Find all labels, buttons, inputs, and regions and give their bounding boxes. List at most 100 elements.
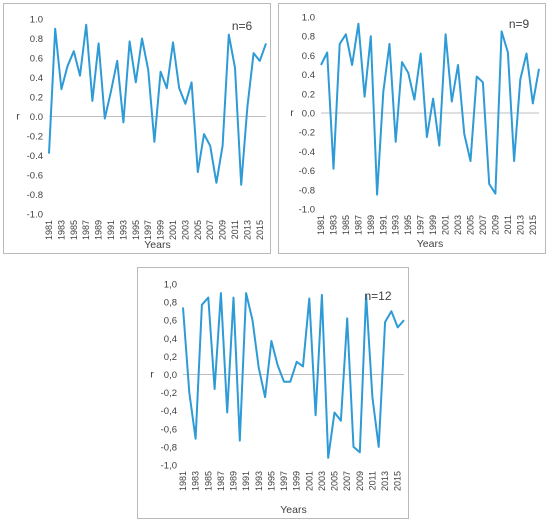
y-tick-label: 1.0: [302, 13, 315, 24]
x-tick-label: 1995: [403, 215, 413, 235]
y-tick-label: -0,8: [161, 442, 177, 453]
x-tick-label: 2007: [205, 220, 215, 240]
y-tick-label: 1.0: [30, 15, 43, 26]
y-tick-label: 0.6: [30, 54, 43, 65]
x-tick-label: 2015: [393, 471, 403, 491]
x-tick-label: 1981: [44, 220, 54, 240]
x-tick-label: 1987: [216, 471, 226, 491]
x-tick-label: 1983: [191, 471, 201, 491]
y-tick-label: -1.0: [27, 210, 43, 221]
y-tick-label: 0,4: [164, 334, 177, 345]
x-tick-label: 1989: [229, 471, 239, 491]
x-tick-label: 1993: [391, 215, 401, 235]
x-axis-label: Years: [417, 238, 443, 250]
x-tick-label: 2011: [367, 471, 377, 490]
x-tick-label: 1983: [328, 215, 338, 235]
y-tick-label: 0.8: [302, 32, 315, 43]
y-axis-label: r: [290, 107, 294, 119]
y-tick-label: -0.4: [299, 147, 315, 158]
x-tick-label: 2015: [528, 215, 538, 235]
x-tick-label: 1993: [254, 471, 264, 491]
x-tick-label: 1985: [203, 471, 213, 491]
y-tick-label: 0.6: [302, 51, 315, 62]
y-tick-label: 0.4: [302, 70, 315, 81]
y-tick-label: -0.2: [27, 132, 43, 143]
x-tick-label: 1991: [106, 220, 116, 240]
x-tick-label: 1997: [279, 471, 289, 491]
x-tick-label: 1993: [118, 220, 128, 240]
x-tick-label: 2003: [317, 471, 327, 491]
x-tick-label: 2013: [380, 471, 390, 491]
y-tick-label: 0,2: [164, 352, 177, 363]
x-tick-label: 2009: [218, 220, 228, 240]
x-tick-label: 1989: [94, 220, 104, 240]
y-axis-label: r: [16, 111, 20, 123]
x-tick-label: 1999: [156, 220, 166, 240]
chart-annotation: n=12: [364, 289, 391, 303]
y-tick-label: -0,2: [161, 388, 177, 399]
y-tick-label: 0,6: [164, 316, 177, 327]
x-tick-label: 1985: [341, 215, 351, 235]
y-tick-label: 0.2: [30, 93, 43, 104]
y-tick-label: -1.0: [299, 205, 315, 216]
x-tick-label: 2011: [503, 215, 513, 234]
x-tick-label: 2003: [453, 215, 463, 235]
series-line: [320, 22, 540, 196]
x-axis-label: Years: [144, 239, 170, 251]
series-line: [182, 292, 405, 459]
x-tick-label: 1989: [366, 215, 376, 235]
x-tick-label: 1987: [353, 215, 363, 235]
x-tick-label: 1997: [416, 215, 426, 235]
x-tick-label: 1981: [316, 215, 326, 235]
y-axis-label: r: [150, 369, 154, 381]
y-tick-label: -0.8: [299, 185, 315, 196]
x-tick-label: 1981: [178, 471, 188, 491]
y-tick-label: 0,8: [164, 298, 177, 309]
x-tick-label: 2001: [168, 220, 178, 240]
x-tick-label: 2013: [515, 215, 525, 235]
x-tick-label: 1995: [266, 471, 276, 491]
x-tick-label: 1997: [143, 220, 153, 240]
x-tick-label: 2011: [230, 220, 240, 239]
x-tick-label: 1985: [69, 220, 79, 240]
x-tick-label: 2015: [255, 220, 265, 240]
x-tick-label: 2003: [180, 220, 190, 240]
x-tick-label: 2009: [490, 215, 500, 235]
x-tick-label: 2001: [304, 471, 314, 491]
x-tick-label: 1995: [131, 220, 141, 240]
y-tick-label: -0.8: [27, 190, 43, 201]
x-tick-label: 2005: [330, 471, 340, 491]
x-tick-label: 1991: [378, 215, 388, 235]
y-tick-label: -0.2: [299, 128, 315, 139]
x-tick-label: 1983: [56, 220, 66, 240]
x-tick-label: 2005: [193, 220, 203, 240]
y-tick-label: 0.8: [30, 34, 43, 45]
y-tick-label: -0,4: [161, 406, 177, 417]
y-tick-label: 0.0: [30, 112, 43, 123]
y-tick-label: -0.6: [299, 166, 315, 177]
chart-svg: -1,0 -0,8 -0,6 -0,4 -0,2 0,0 0,2 0,4 0,6 0,8 1,0 19…: [150, 280, 405, 516]
x-tick-label: 1987: [81, 220, 91, 240]
chart-panel-n9: -1.0 -0.8 -0.6 -0.4 -0.2 0.0 0.2 0.4 0.6 0.8 1.0 19…: [278, 3, 546, 254]
y-tick-label: -0.4: [27, 151, 43, 162]
y-tick-label: 0,0: [164, 370, 177, 381]
x-tick-label: 2001: [441, 215, 451, 235]
x-tick-label: 1999: [292, 471, 302, 491]
y-tick-label: 1,0: [164, 280, 177, 291]
y-tick-label: -0.6: [27, 171, 43, 182]
y-tick-label: 0.4: [30, 73, 43, 84]
x-tick-label: 2007: [342, 471, 352, 491]
x-tick-label: 2013: [242, 220, 252, 240]
chart-panel-n6: -1.0 -0.8 -0.6 -0.4 -0.2 0.0 0.2 0.4 0.6 0.8 1.0 19…: [3, 3, 271, 254]
chart-panel-n12: -1,0 -0,8 -0,6 -0,4 -0,2 0,0 0,2 0,4 0,6 0,8 1,0 19…: [137, 267, 409, 519]
y-tick-label: -0,6: [161, 424, 177, 435]
chart-annotation: n=6: [232, 19, 253, 33]
chart-svg: -1.0 -0.8 -0.6 -0.4 -0.2 0.0 0.2 0.4 0.6 0.8 1.0 19…: [290, 13, 540, 250]
y-tick-label: 0.0: [302, 109, 315, 120]
chart-annotation: n=9: [509, 17, 530, 31]
chart-svg: -1.0 -0.8 -0.6 -0.4 -0.2 0.0 0.2 0.4 0.6 0.8 1.0 19…: [16, 15, 267, 251]
x-tick-label: 2005: [465, 215, 475, 235]
x-tick-label: 1991: [241, 471, 251, 491]
y-tick-label: 0.2: [302, 89, 315, 100]
series-line: [48, 23, 267, 186]
